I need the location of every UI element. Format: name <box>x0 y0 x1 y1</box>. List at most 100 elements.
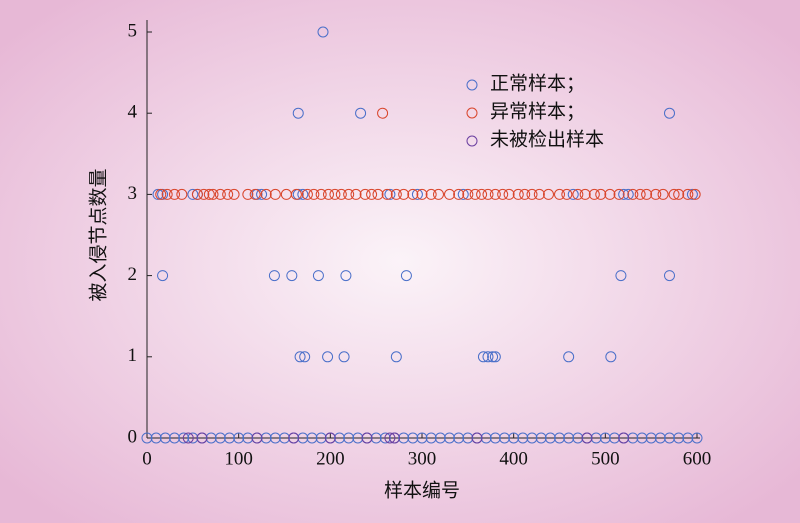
point <box>519 188 531 200</box>
point <box>634 188 646 200</box>
point <box>251 432 263 444</box>
point <box>343 432 355 444</box>
point <box>279 432 290 444</box>
point <box>567 188 579 200</box>
point <box>673 432 685 444</box>
point <box>433 188 444 200</box>
point <box>673 188 685 200</box>
point <box>599 432 611 444</box>
point <box>256 188 268 200</box>
point <box>352 432 364 444</box>
point <box>411 188 423 200</box>
y-tick-label: 4 <box>128 102 138 123</box>
point <box>618 432 630 444</box>
point <box>359 188 371 200</box>
point <box>581 432 593 444</box>
point <box>627 188 639 200</box>
point <box>554 188 565 200</box>
point <box>462 432 474 444</box>
point <box>169 188 180 200</box>
point <box>203 188 215 200</box>
point <box>615 270 627 282</box>
y-tick-label: 3 <box>128 183 138 204</box>
point <box>191 188 203 200</box>
point <box>609 432 620 444</box>
point <box>260 188 272 200</box>
point <box>249 188 261 200</box>
x-axis-label: 样本编号 <box>384 479 460 501</box>
point <box>335 188 347 200</box>
point <box>654 432 666 444</box>
point <box>187 188 199 200</box>
point <box>425 188 437 200</box>
point <box>297 432 309 444</box>
point <box>434 432 446 444</box>
legend-label: 正常样本； <box>490 72 585 94</box>
point <box>641 188 653 200</box>
point <box>290 188 302 200</box>
point <box>178 432 190 444</box>
point <box>668 188 680 200</box>
point <box>512 188 524 200</box>
point <box>242 188 254 200</box>
point <box>214 432 226 444</box>
point <box>480 432 492 444</box>
point <box>381 188 393 200</box>
point <box>141 432 153 444</box>
legend-marker <box>466 107 478 119</box>
point <box>398 432 410 444</box>
point <box>503 188 515 200</box>
point <box>471 432 483 444</box>
point <box>350 188 362 200</box>
point <box>150 432 162 444</box>
point <box>482 188 494 200</box>
point <box>323 188 334 200</box>
point <box>444 432 455 444</box>
point <box>517 432 529 444</box>
point <box>645 432 657 444</box>
point <box>343 188 355 200</box>
point <box>338 351 350 363</box>
point <box>308 188 320 200</box>
point <box>482 351 494 363</box>
point <box>176 188 188 200</box>
y-tick-label: 2 <box>128 264 138 285</box>
point <box>384 432 396 444</box>
point <box>416 188 428 200</box>
point <box>292 107 304 119</box>
point <box>657 188 669 200</box>
point <box>526 432 538 444</box>
point <box>590 432 602 444</box>
point <box>563 351 575 363</box>
point <box>416 432 428 444</box>
point <box>457 188 469 200</box>
point <box>561 188 573 200</box>
point <box>588 188 600 200</box>
point <box>407 432 419 444</box>
point <box>301 188 313 200</box>
point <box>691 432 703 444</box>
point <box>312 270 324 282</box>
point <box>370 432 382 444</box>
point <box>636 432 648 444</box>
point <box>489 188 501 200</box>
point <box>224 432 235 444</box>
point <box>686 188 698 200</box>
point <box>361 432 373 444</box>
legend-label: 未被检出样本 <box>490 128 604 150</box>
point <box>508 432 520 444</box>
point <box>400 270 412 282</box>
point <box>384 188 396 200</box>
point <box>205 432 217 444</box>
point <box>340 270 352 282</box>
x-tick-label: 500 <box>591 448 620 469</box>
point <box>268 270 280 282</box>
point <box>604 188 616 200</box>
point <box>366 188 378 200</box>
point <box>407 188 419 200</box>
point <box>242 432 254 444</box>
point <box>299 351 311 363</box>
point <box>196 432 208 444</box>
point <box>462 188 474 200</box>
